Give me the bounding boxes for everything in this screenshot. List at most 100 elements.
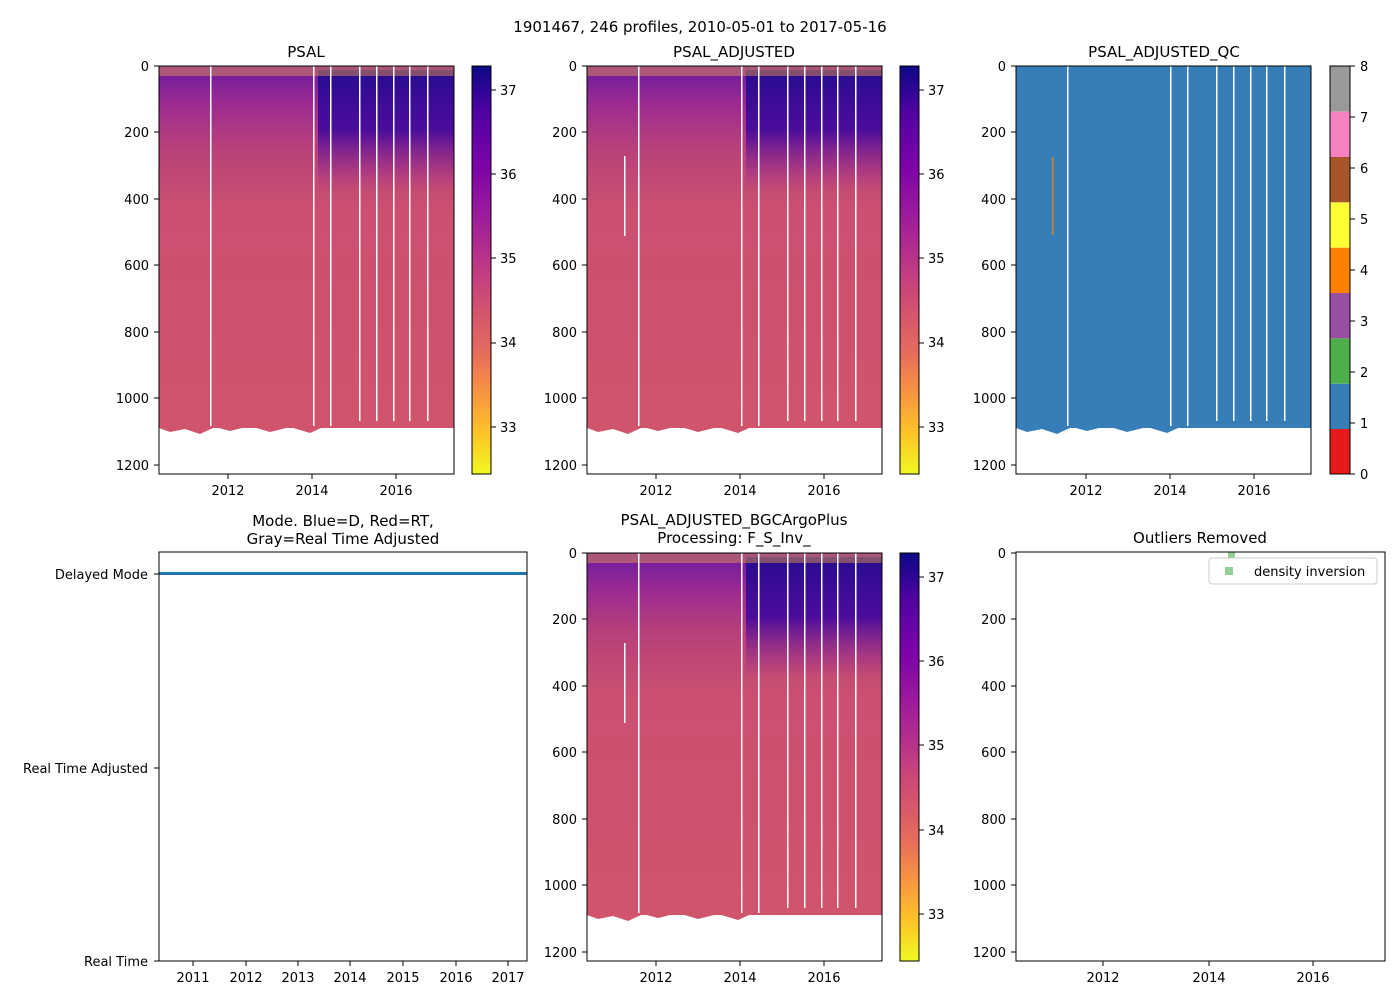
y-tick-label: 200 [981, 126, 1006, 141]
colorbar-tick-label: 34 [928, 824, 945, 839]
qc-colorbar-tick-label: 6 [1360, 162, 1368, 177]
y-tick-label: 0 [998, 547, 1006, 562]
y-tick-label: 800 [981, 813, 1006, 828]
qc-colorbar-swatch [1330, 338, 1350, 384]
y-tick-label: 400 [981, 193, 1006, 208]
y-tick-label: 400 [981, 680, 1006, 695]
y-tick-label: 600 [981, 259, 1006, 274]
qc-colorbar-swatch [1330, 202, 1350, 248]
y-tick-label: 1000 [116, 392, 149, 407]
heatmap-gaps [624, 66, 857, 426]
qc-colorbar-swatch [1330, 247, 1350, 293]
colorbar: 33 34 35 36 37 [899, 65, 945, 475]
colorbar-tick-label: 33 [928, 421, 945, 436]
axes-frame [158, 551, 528, 962]
heatmap-surface-fresh [159, 66, 454, 76]
x-tick-label: 2017 [491, 971, 524, 986]
colorbar-tick-label: 33 [500, 421, 517, 436]
colorbar: 33 34 35 36 37 [471, 65, 517, 475]
y-tick-label: 600 [981, 746, 1006, 761]
panel-mode-title-line2: Gray=Real Time Adjusted [247, 530, 440, 548]
legend-marker [1225, 567, 1233, 575]
x-tick-label: 2012 [639, 484, 672, 499]
x-tick-label: 2016 [439, 971, 472, 986]
y-tick-label: 800 [552, 813, 577, 828]
panel-outliers-title: Outliers Removed [1133, 529, 1267, 547]
qc-gaps [1067, 66, 1286, 426]
panel-psal-adjusted-qc-title: PSAL_ADJUSTED_QC [1088, 43, 1240, 62]
x-tick-label: 2014 [1153, 484, 1186, 499]
panel-psal-adjusted-heatmap [587, 66, 882, 434]
colorbar-tick-label: 36 [500, 168, 517, 183]
y-category-label-real-time: Real Time [84, 955, 148, 970]
colorbar-tick-label: 35 [928, 739, 945, 754]
heatmap-gaps [210, 66, 429, 426]
y-axis-ticks: 0 200 400 600 800 1000 1200 [973, 547, 1016, 961]
y-tick-label: 400 [552, 680, 577, 695]
qc-colorbar-tick-label: 7 [1360, 111, 1368, 126]
colorbar-tick-label: 35 [928, 252, 945, 267]
x-tick-label: 2016 [1237, 484, 1270, 499]
panel-mode: Mode. Blue=D, Red=RT, Gray=Real Time Adj… [23, 512, 528, 986]
x-tick-label: 2014 [295, 484, 328, 499]
x-tick-label: 2012 [211, 484, 244, 499]
x-axis-ticks: 2012 2014 2016 [1086, 961, 1330, 986]
delayed-mode-points [159, 572, 527, 575]
panel-psal-heatmap [159, 66, 454, 434]
y-tick-label: 1200 [973, 946, 1006, 961]
heatmap-bottom-edge [587, 899, 882, 921]
y-tick-label: 0 [141, 60, 149, 75]
x-axis-ticks: 2012 2014 2016 [639, 961, 841, 986]
qc-colorbar-tick-label: 4 [1360, 264, 1368, 279]
panel-psal-title: PSAL [287, 43, 325, 61]
x-tick-label: 2012 [639, 971, 672, 986]
y-tick-label: 800 [552, 326, 577, 341]
x-tick-label: 2016 [807, 484, 840, 499]
qc-colorbar-tick-label: 8 [1360, 60, 1368, 75]
qc-colorbar-tick-label: 0 [1360, 468, 1368, 483]
qc-colorbar-swatch [1330, 293, 1350, 339]
colorbar-tick-label: 36 [928, 655, 945, 670]
y-axis-ticks: 0 200 400 600 800 1000 1200 [544, 547, 587, 961]
x-tick-label: 2012 [229, 971, 262, 986]
figure-suptitle: 1901467, 246 profiles, 2010-05-01 to 201… [513, 18, 886, 36]
y-tick-label: 0 [569, 547, 577, 562]
colorbar-tick-label: 34 [500, 336, 517, 351]
y-axis-ticks: 0 200 400 600 800 1000 1200 [973, 60, 1016, 474]
heatmap-bottom-edge [159, 412, 454, 434]
panel-bgc-heatmap [587, 553, 882, 921]
y-tick-label: 200 [124, 126, 149, 141]
panel-psal-adjusted-qc: PSAL_ADJUSTED_QC 0 200 400 600 800 1 0 [973, 43, 1368, 499]
heatmap-bottom-edge [587, 412, 882, 434]
colorbar-gradient [899, 65, 920, 475]
axes-frame [158, 65, 455, 475]
outlier-point-density-inversion [1228, 552, 1235, 559]
panel-psal: PSAL 0 200 400 600 800 1000 [116, 43, 517, 499]
y-tick-label: 600 [124, 259, 149, 274]
y-tick-label: 600 [552, 746, 577, 761]
y-axis-ticks: 0 200 400 600 800 1000 1200 [544, 60, 587, 474]
colorbar-tick-label: 35 [500, 252, 517, 267]
panel-bgc-title-line2: Processing: F_S_Inv_ [657, 529, 811, 548]
colorbar-gradient [899, 552, 920, 962]
x-tick-label: 2016 [807, 971, 840, 986]
y-category-labels: Delayed Mode Real Time Adjusted Real Tim… [23, 568, 159, 970]
legend-box [1208, 557, 1378, 585]
qc-flag-4-segment [1052, 157, 1054, 235]
y-tick-label: 1200 [544, 459, 577, 474]
y-tick-label: 1000 [973, 879, 1006, 894]
y-tick-label: 800 [981, 326, 1006, 341]
y-tick-label: 400 [552, 193, 577, 208]
x-axis-ticks: 2012 2014 2016 [1069, 474, 1271, 499]
x-tick-label: 2016 [1296, 971, 1329, 986]
qc-colorbar-swatch [1330, 66, 1350, 112]
x-tick-label: 2014 [333, 971, 366, 986]
y-tick-label: 1200 [973, 459, 1006, 474]
colorbar-tick-label: 37 [928, 84, 945, 99]
x-axis-ticks: 2011 2012 2013 2014 2015 2016 2017 [176, 961, 525, 986]
x-axis-ticks: 2012 2014 2016 [639, 474, 841, 499]
heatmap-deep-salty-core [746, 70, 882, 190]
heatmap-deep-salty-core [318, 70, 454, 190]
qc-colorbar-swatch [1330, 111, 1350, 157]
